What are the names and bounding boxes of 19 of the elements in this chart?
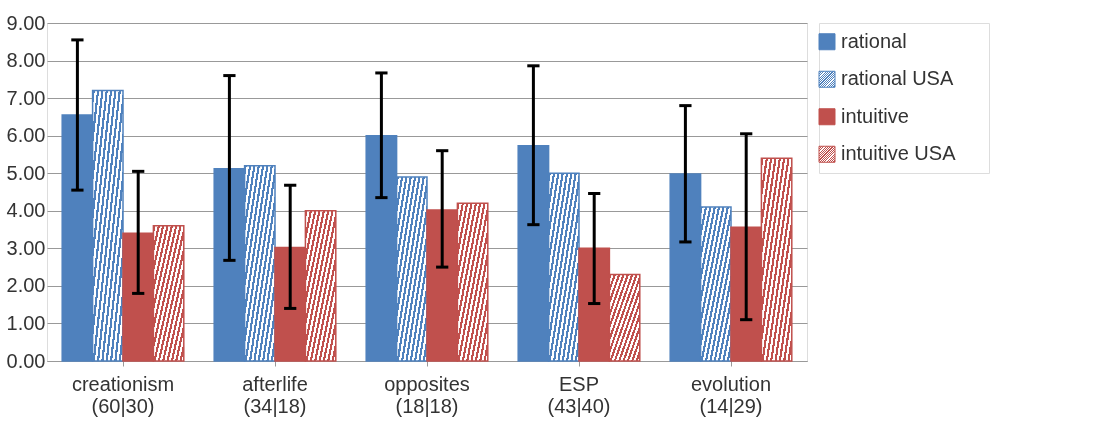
legend-label: rational [841, 29, 907, 52]
y-tick-label: 6.00 [6, 124, 46, 147]
legend-label: rational USA [841, 67, 954, 90]
legend-label: intuitive USA [841, 142, 957, 165]
x-tick-label: ESP (43|40) [547, 372, 611, 417]
legend-label: intuitive [841, 104, 909, 127]
y-tick-label: 5.00 [6, 161, 46, 184]
y-tick-label: 0.00 [6, 349, 46, 372]
y-tick-label: 1.00 [6, 311, 46, 334]
y-tick-label: 2.00 [6, 274, 46, 297]
x-tick-label: afterlife (34|18) [242, 372, 308, 417]
y-tick-label: 8.00 [6, 49, 46, 72]
y-tick-label: 4.00 [6, 199, 46, 222]
x-tick-label: evolution (14|29) [690, 372, 772, 417]
y-tick-label: 9.00 [6, 11, 46, 34]
y-tick-label: 3.00 [6, 236, 46, 259]
x-tick-label: opposites (18|18) [384, 372, 470, 417]
x-tick-label: creationism (60|30) [71, 372, 175, 417]
y-tick-label: 7.00 [6, 86, 46, 109]
